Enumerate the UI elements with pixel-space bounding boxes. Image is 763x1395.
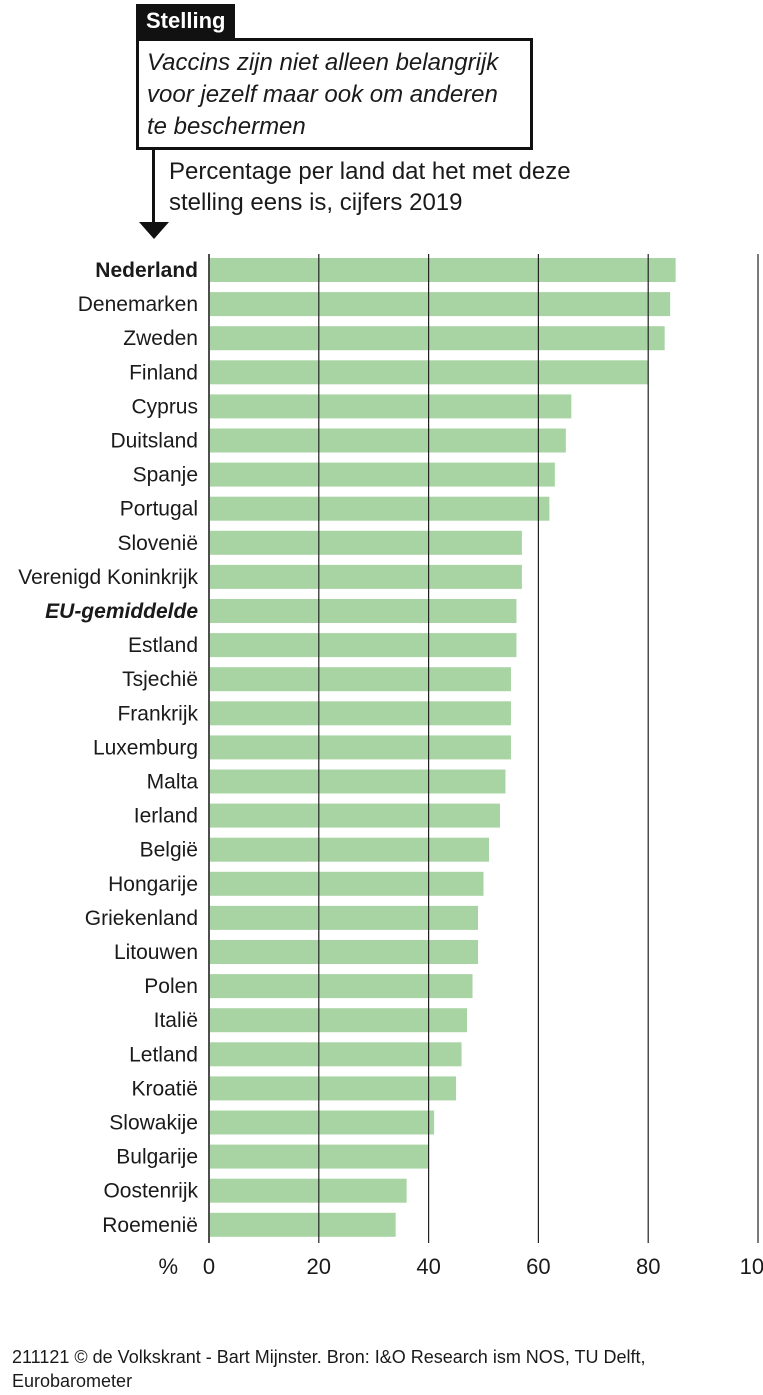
statement-tag: Stelling (136, 4, 236, 38)
chart-subtitle: Percentage per land dat het met deze ste… (169, 158, 571, 216)
x-axis-ticks: 0 20 40 60 80 100% (158, 1254, 763, 1279)
bar-belgië (210, 837, 489, 862)
category-label: Bulgarije (116, 1146, 198, 1169)
bar-frankrijk (210, 701, 511, 726)
bar-chart: Nederland Denemarken Zweden Finland Cyprus Du… (18, 254, 763, 1279)
category-label: Slowakije (109, 1112, 198, 1135)
category-label: Roemenië (102, 1214, 198, 1237)
bar-malta (210, 769, 506, 794)
bar-portugal (210, 496, 550, 521)
category-label: Estland (128, 634, 198, 657)
category-label: Hongarije (108, 873, 198, 896)
category-label: Kroatië (131, 1077, 198, 1100)
bar-ierland (210, 803, 500, 828)
category-label: België (140, 839, 198, 862)
tick-label-60: 60 (526, 1254, 550, 1279)
bar-zweden (210, 326, 665, 351)
bar-verenigd-koninkrijk (210, 564, 522, 589)
bars (210, 258, 676, 1237)
category-label: Litouwen (114, 941, 198, 964)
category-label: Malta (147, 771, 199, 794)
bar-eu-gemiddelde (210, 599, 517, 623)
bar-nederland (210, 258, 676, 282)
tick-label-40: 40 (416, 1254, 440, 1279)
bar-luxemburg (210, 735, 511, 760)
source-note: 211121 © de Volkskrant - Bart Mijnster. … (12, 1347, 646, 1391)
category-label: Polen (144, 975, 198, 998)
category-label: Verenigd Koninkrijk (18, 566, 198, 589)
tick-label-80: 80 (636, 1254, 660, 1279)
category-label: Letland (129, 1043, 198, 1066)
category-label: Tsjechië (122, 668, 198, 691)
bar-slovenië (210, 530, 522, 555)
category-label: Denemarken (78, 293, 198, 316)
category-label: Griekenland (85, 907, 198, 930)
bar-roemenië (210, 1212, 396, 1237)
tick-label-0: 0 (203, 1254, 215, 1279)
bar-duitsland (210, 428, 566, 453)
category-label: Italië (154, 1009, 198, 1032)
category-label: Slovenië (117, 532, 198, 555)
bar-hongarije (210, 871, 484, 896)
category-label: Duitsland (110, 430, 198, 453)
bar-slowakije (210, 1110, 435, 1135)
category-label: Portugal (120, 498, 198, 521)
bar-cyprus (210, 394, 572, 419)
bar-spanje (210, 462, 555, 487)
tick-label-20: 20 (307, 1254, 331, 1279)
arrow-line (152, 150, 155, 224)
category-label: Frankrijk (117, 702, 198, 725)
x-axis-unit-label: % (158, 1254, 178, 1279)
bar-italië (210, 1008, 468, 1033)
bar-estland (210, 633, 517, 658)
bar-denemarken (210, 292, 671, 317)
category-label: Spanje (133, 464, 198, 487)
arrow-down-icon (139, 222, 169, 239)
category-labels: Nederland Denemarken Zweden Finland Cyprus Du… (18, 259, 198, 1237)
bar-griekenland (210, 905, 479, 930)
bar-letland (210, 1042, 462, 1067)
bar-litouwen (210, 940, 479, 964)
bar-polen (210, 974, 473, 999)
tick-label-100: 100 (740, 1254, 763, 1279)
category-label: Ierland (134, 805, 198, 828)
category-label: EU-gemiddelde (45, 600, 198, 623)
category-label: Nederland (95, 259, 198, 282)
bar-oostenrijk (210, 1178, 407, 1203)
category-label: Cyprus (131, 395, 198, 418)
bar-tsjechië (210, 667, 511, 692)
statement-box: Vaccins zijn niet alleen belangrijk voor… (136, 38, 533, 150)
category-label: Oostenrijk (103, 1180, 198, 1203)
category-label: Finland (129, 361, 198, 384)
bar-kroatië (210, 1076, 457, 1101)
category-label: Luxemburg (93, 736, 198, 759)
category-label: Zweden (123, 327, 198, 350)
grid-lines-foreground (208, 254, 759, 1243)
